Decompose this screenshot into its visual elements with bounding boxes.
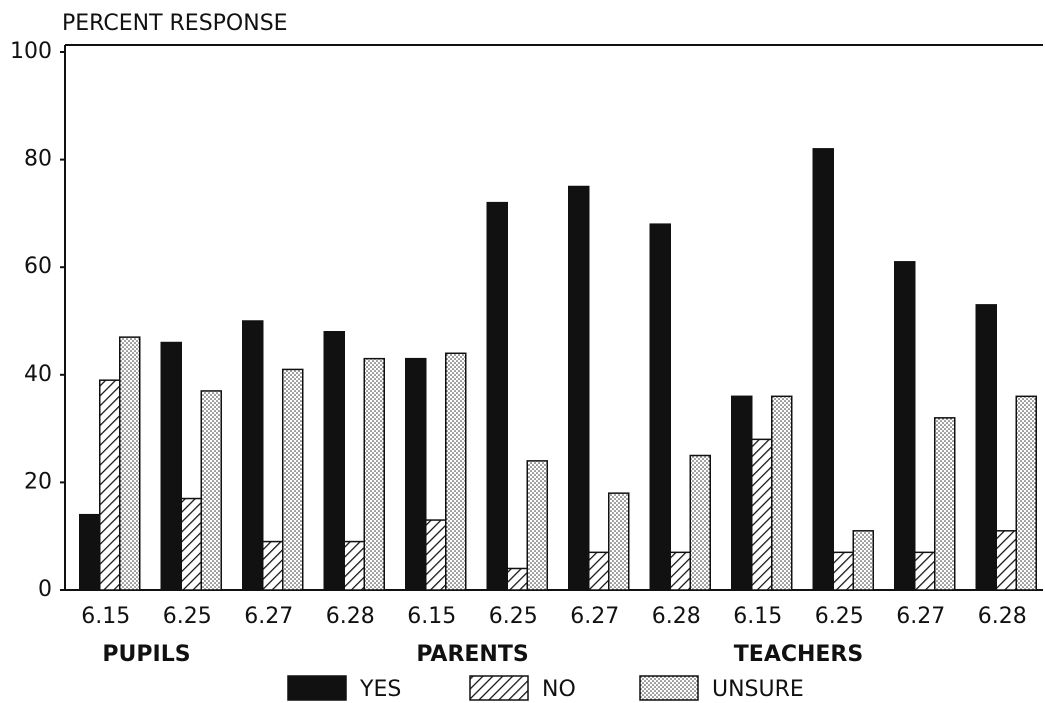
y-tick-label: 0 <box>38 577 52 602</box>
bar <box>608 492 630 591</box>
y-axis-title: PERCENT RESPONSE <box>62 11 288 36</box>
bar <box>588 551 610 591</box>
x-tick-label: 6.27 <box>896 604 945 629</box>
y-tick-label: 80 <box>24 147 52 172</box>
bar <box>812 148 834 591</box>
group-label: TEACHERS <box>734 642 863 667</box>
legend-swatch <box>469 675 529 701</box>
bar <box>506 567 528 591</box>
bar <box>771 395 793 591</box>
legend-swatch <box>287 675 347 701</box>
bar <box>242 320 264 591</box>
x-tick-label: 6.28 <box>652 604 701 629</box>
bar <box>486 201 508 591</box>
y-tick-label: 20 <box>24 469 52 494</box>
x-tick-label: 6.15 <box>81 604 130 629</box>
y-tick-label: 40 <box>24 362 52 387</box>
bar <box>669 551 691 591</box>
bar <box>425 519 447 591</box>
bar <box>894 261 916 591</box>
bar <box>526 460 548 591</box>
bar <box>832 551 854 591</box>
bar <box>405 357 427 591</box>
bar <box>200 390 222 591</box>
bar <box>995 530 1017 591</box>
bar <box>323 331 345 591</box>
x-tick-label: 6.28 <box>326 604 375 629</box>
bar <box>180 497 202 591</box>
y-tick-label: 100 <box>10 39 52 64</box>
group-label: PARENTS <box>416 642 528 667</box>
x-tick-label: 6.25 <box>163 604 212 629</box>
x-tick-label: 6.15 <box>407 604 456 629</box>
bar <box>1015 395 1037 591</box>
legend-label: UNSURE <box>712 677 804 702</box>
bar <box>649 223 671 591</box>
bar <box>731 395 753 591</box>
y-tick-label: 60 <box>24 254 52 279</box>
x-tick-label: 6.25 <box>489 604 538 629</box>
bar <box>282 368 304 591</box>
group-label: PUPILS <box>102 642 190 667</box>
bar <box>914 551 936 591</box>
bar <box>689 454 711 591</box>
bar <box>160 341 182 591</box>
bar <box>99 379 121 591</box>
bar <box>975 304 997 591</box>
legend-label: NO <box>542 677 576 702</box>
legend-swatch <box>639 675 699 701</box>
bar <box>568 185 590 591</box>
bar <box>119 336 141 591</box>
x-tick-label: 6.28 <box>978 604 1027 629</box>
x-tick-label: 6.27 <box>570 604 619 629</box>
x-tick-label: 6.27 <box>244 604 293 629</box>
bar <box>262 540 284 591</box>
bar <box>79 513 101 591</box>
bar <box>852 530 874 591</box>
bar <box>934 417 956 591</box>
x-tick-label: 6.15 <box>733 604 782 629</box>
bar <box>445 352 467 591</box>
bar <box>363 357 385 591</box>
bar <box>343 540 365 591</box>
x-tick-label: 6.25 <box>815 604 864 629</box>
legend-label: YES <box>359 677 401 702</box>
bar <box>751 438 773 591</box>
